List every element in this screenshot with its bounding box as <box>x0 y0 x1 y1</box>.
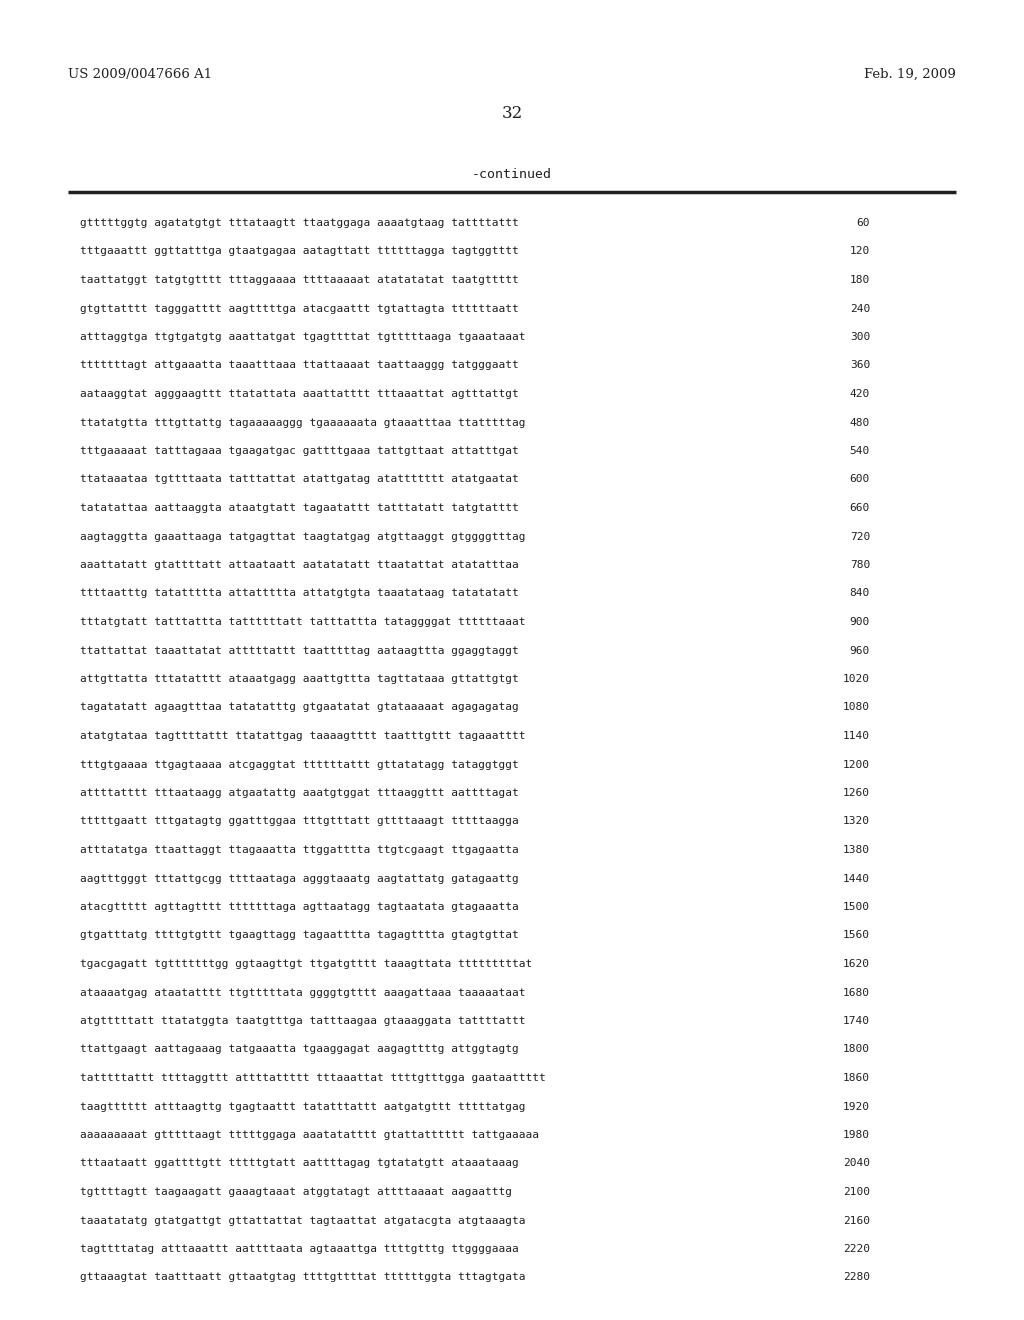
Text: 360: 360 <box>850 360 870 371</box>
Text: 1860: 1860 <box>843 1073 870 1082</box>
Text: 1620: 1620 <box>843 960 870 969</box>
Text: 1440: 1440 <box>843 874 870 883</box>
Text: 1020: 1020 <box>843 675 870 684</box>
Text: ataaaatgag ataatatttt ttgtttttata ggggtgtttt aaagattaaa taaaaataat: ataaaatgag ataatatttt ttgtttttata ggggtg… <box>80 987 525 998</box>
Text: atttatatga ttaattaggt ttagaaatta ttggatttta ttgtcgaagt ttgagaatta: atttatatga ttaattaggt ttagaaatta ttggatt… <box>80 845 519 855</box>
Text: gtgttatttt tagggatttt aagtttttga atacgaattt tgtattagta ttttttaatt: gtgttatttt tagggatttt aagtttttga atacgaa… <box>80 304 519 314</box>
Text: 1500: 1500 <box>843 902 870 912</box>
Text: 720: 720 <box>850 532 870 541</box>
Text: 180: 180 <box>850 275 870 285</box>
Text: tttttgaatt tttgatagtg ggatttggaa tttgtttatt gttttaaagt tttttaagga: tttttgaatt tttgatagtg ggatttggaa tttgttt… <box>80 817 519 826</box>
Text: 600: 600 <box>850 474 870 484</box>
Text: tttatgtatt tatttattta tattttttatt tatttattta tataggggat ttttttaaat: tttatgtatt tatttattta tattttttatt tattta… <box>80 616 525 627</box>
Text: 32: 32 <box>502 106 522 121</box>
Text: ttattgaagt aattagaaag tatgaaatta tgaaggagat aagagttttg attggtagtg: ttattgaagt aattagaaag tatgaaatta tgaagga… <box>80 1044 519 1055</box>
Text: tttttttagt attgaaatta taaatttaaa ttattaaaat taattaaggg tatgggaatt: tttttttagt attgaaatta taaatttaaa ttattaa… <box>80 360 519 371</box>
Text: 120: 120 <box>850 247 870 256</box>
Text: tgacgagatt tgtttttttgg ggtaagttgt ttgatgtttt taaagttata tttttttttat: tgacgagatt tgtttttttgg ggtaagttgt ttgatg… <box>80 960 532 969</box>
Text: 1800: 1800 <box>843 1044 870 1055</box>
Text: taattatggt tatgtgtttt tttaggaaaa ttttaaaaat atatatatat taatgttttt: taattatggt tatgtgtttt tttaggaaaa ttttaaa… <box>80 275 519 285</box>
Text: 2220: 2220 <box>843 1243 870 1254</box>
Text: tagatatatt agaagtttaa tatatatttg gtgaatatat gtataaaaat agagagatag: tagatatatt agaagtttaa tatatatttg gtgaata… <box>80 702 519 713</box>
Text: gttaaagtat taatttaatt gttaatgtag ttttgttttat ttttttggta tttagtgata: gttaaagtat taatttaatt gttaatgtag ttttgtt… <box>80 1272 525 1283</box>
Text: attgttatta tttatatttt ataaatgagg aaattgttta tagttataaa gttattgtgt: attgttatta tttatatttt ataaatgagg aaattgt… <box>80 675 519 684</box>
Text: tatatattaa aattaaggta ataatgtatt tagaatattt tatttatatt tatgtatttt: tatatattaa aattaaggta ataatgtatt tagaata… <box>80 503 519 513</box>
Text: 300: 300 <box>850 333 870 342</box>
Text: 1320: 1320 <box>843 817 870 826</box>
Text: 1260: 1260 <box>843 788 870 799</box>
Text: 780: 780 <box>850 560 870 570</box>
Text: 1560: 1560 <box>843 931 870 940</box>
Text: taaatatatg gtatgattgt gttattattat tagtaattat atgatacgta atgtaaagta: taaatatatg gtatgattgt gttattattat tagtaa… <box>80 1216 525 1225</box>
Text: ttatatgtta tttgttattg tagaaaaaggg tgaaaaaata gtaaatttaa ttatttttag: ttatatgtta tttgttattg tagaaaaaggg tgaaaa… <box>80 417 525 428</box>
Text: 420: 420 <box>850 389 870 399</box>
Text: 1920: 1920 <box>843 1101 870 1111</box>
Text: ttttaatttg tatattttta attattttta attatgtgta taaatataag tatatatatt: ttttaatttg tatattttta attattttta attatgt… <box>80 589 519 598</box>
Text: tttaataatt ggattttgtt tttttgtatt aattttagag tgtatatgtt ataaataaag: tttaataatt ggattttgtt tttttgtatt aatttta… <box>80 1159 519 1168</box>
Text: tagttttatag atttaaattt aattttaata agtaaattga ttttgtttg ttggggaaaa: tagttttatag atttaaattt aattttaata agtaaa… <box>80 1243 519 1254</box>
Text: 240: 240 <box>850 304 870 314</box>
Text: ttataaataa tgttttaata tatttattat atattgatag atattttttt atatgaatat: ttataaataa tgttttaata tatttattat atattga… <box>80 474 519 484</box>
Text: 2160: 2160 <box>843 1216 870 1225</box>
Text: 960: 960 <box>850 645 870 656</box>
Text: gtgatttatg ttttgtgttt tgaagttagg tagaatttta tagagtttta gtagtgttat: gtgatttatg ttttgtgttt tgaagttagg tagaatt… <box>80 931 519 940</box>
Text: 660: 660 <box>850 503 870 513</box>
Text: 2280: 2280 <box>843 1272 870 1283</box>
Text: 2040: 2040 <box>843 1159 870 1168</box>
Text: 1380: 1380 <box>843 845 870 855</box>
Text: aataaggtat agggaagttt ttatattata aaattatttt tttaaattat agtttattgt: aataaggtat agggaagttt ttatattata aaattat… <box>80 389 519 399</box>
Text: 1980: 1980 <box>843 1130 870 1140</box>
Text: tttgaaaaat tatttagaaa tgaagatgac gattttgaaa tattgttaat attatttgat: tttgaaaaat tatttagaaa tgaagatgac gattttg… <box>80 446 519 455</box>
Text: atttaggtga ttgtgatgtg aaattatgat tgagttttat tgtttttaaga tgaaataaat: atttaggtga ttgtgatgtg aaattatgat tgagttt… <box>80 333 525 342</box>
Text: 2100: 2100 <box>843 1187 870 1197</box>
Text: 480: 480 <box>850 417 870 428</box>
Text: gtttttggtg agatatgtgt tttataagtt ttaatggaga aaaatgtaag tattttattt: gtttttggtg agatatgtgt tttataagtt ttaatgg… <box>80 218 519 228</box>
Text: -continued: -continued <box>472 168 552 181</box>
Text: 840: 840 <box>850 589 870 598</box>
Text: 1680: 1680 <box>843 987 870 998</box>
Text: tttgtgaaaa ttgagtaaaa atcgaggtat ttttttattt gttatatagg tataggtggt: tttgtgaaaa ttgagtaaaa atcgaggtat tttttta… <box>80 759 519 770</box>
Text: tttgaaattt ggttatttga gtaatgagaa aatagttatt ttttttagga tagtggtttt: tttgaaattt ggttatttga gtaatgagaa aatagtt… <box>80 247 519 256</box>
Text: 1080: 1080 <box>843 702 870 713</box>
Text: atacgttttt agttagtttt tttttttaga agttaatagg tagtaatata gtagaaatta: atacgttttt agttagtttt tttttttaga agttaat… <box>80 902 519 912</box>
Text: attttatttt tttaataagg atgaatattg aaatgtggat tttaaggttt aattttagat: attttatttt tttaataagg atgaatattg aaatgtg… <box>80 788 519 799</box>
Text: aaattatatt gtattttatt attaataatt aatatatatt ttaatattat atatatttaa: aaattatatt gtattttatt attaataatt aatatat… <box>80 560 519 570</box>
Text: 60: 60 <box>856 218 870 228</box>
Text: Feb. 19, 2009: Feb. 19, 2009 <box>864 69 956 81</box>
Text: 1140: 1140 <box>843 731 870 741</box>
Text: aagtttgggt tttattgcgg ttttaataga agggtaaatg aagtattatg gatagaattg: aagtttgggt tttattgcgg ttttaataga agggtaa… <box>80 874 519 883</box>
Text: tgttttagtt taagaagatt gaaagtaaat atggtatagt attttaaaat aagaatttg: tgttttagtt taagaagatt gaaagtaaat atggtat… <box>80 1187 512 1197</box>
Text: 1200: 1200 <box>843 759 870 770</box>
Text: tatttttattt ttttaggttt attttattttt tttaaattat ttttgtttgga gaataattttt: tatttttattt ttttaggttt attttattttt tttaa… <box>80 1073 546 1082</box>
Text: 1740: 1740 <box>843 1016 870 1026</box>
Text: atatgtataa tagttttattt ttatattgag taaaagtttt taatttgttt tagaaatttt: atatgtataa tagttttattt ttatattgag taaaag… <box>80 731 525 741</box>
Text: 540: 540 <box>850 446 870 455</box>
Text: aaaaaaaaat gtttttaagt tttttggaga aaatatatttt gtattatttttt tattgaaaaa: aaaaaaaaat gtttttaagt tttttggaga aaatata… <box>80 1130 539 1140</box>
Text: 900: 900 <box>850 616 870 627</box>
Text: ttattattat taaattatat atttttattt taatttttag aataagttta ggaggtaggt: ttattattat taaattatat atttttattt taatttt… <box>80 645 519 656</box>
Text: aagtaggtta gaaattaaga tatgagttat taagtatgag atgttaaggt gtggggtttag: aagtaggtta gaaattaaga tatgagttat taagtat… <box>80 532 525 541</box>
Text: US 2009/0047666 A1: US 2009/0047666 A1 <box>68 69 212 81</box>
Text: atgtttttatt ttatatggta taatgtttga tatttaagaa gtaaaggata tattttattt: atgtttttatt ttatatggta taatgtttga tattta… <box>80 1016 525 1026</box>
Text: taagtttttt atttaagttg tgagtaattt tatatttattt aatgatgttt tttttatgag: taagtttttt atttaagttg tgagtaattt tatattt… <box>80 1101 525 1111</box>
